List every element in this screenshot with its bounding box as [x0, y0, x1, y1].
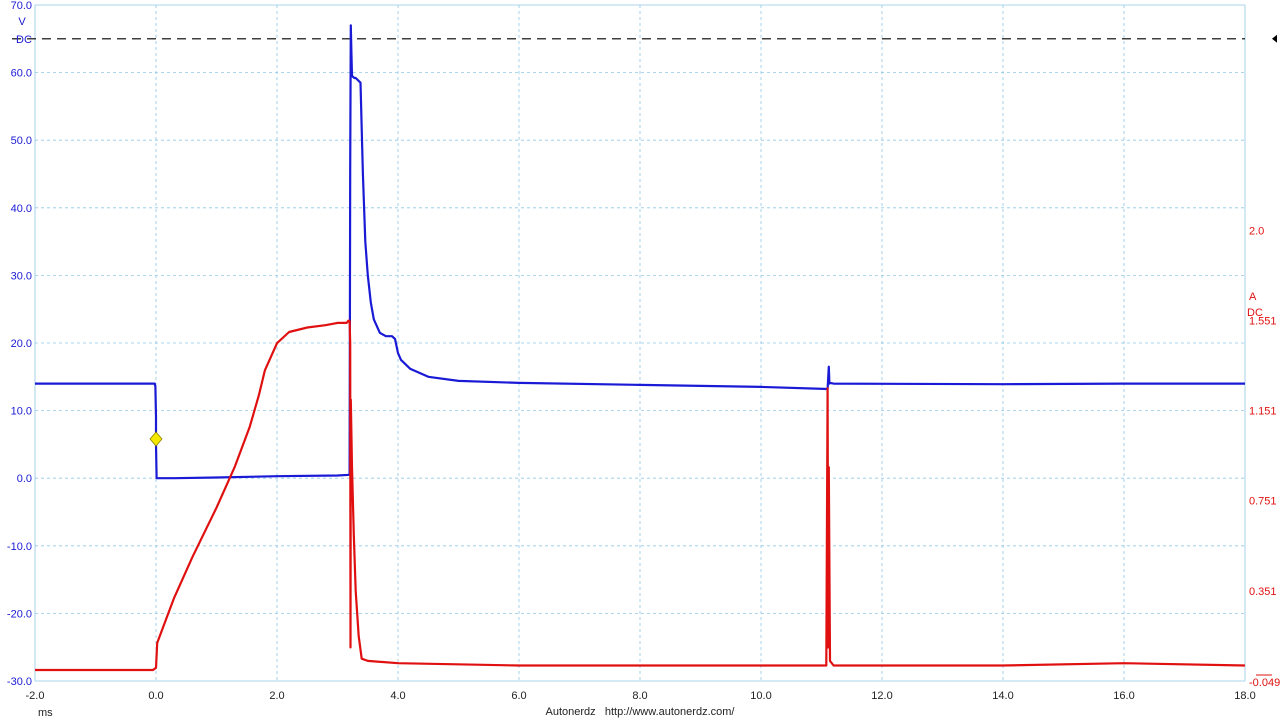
- right-axis-coupling: DC: [1247, 307, 1263, 319]
- right-tick-label: -0.049: [1249, 677, 1280, 689]
- current-trace: [35, 319, 1246, 672]
- x-axis-time: -2.0 0.0 2.0 4.0 6.0 8.0 10.0 12.0 14.0 16.0 18.0: [26, 690, 1256, 702]
- left-tick-label: -20.0: [7, 608, 32, 620]
- right-tick-label: 0.751: [1249, 496, 1277, 508]
- traces: [35, 24, 1246, 672]
- trigger-level-arrow-icon: [1272, 34, 1277, 43]
- left-tick-label: 0.0: [17, 473, 32, 485]
- right-axis-unit: A: [1249, 291, 1257, 303]
- x-axis-unit: ms: [38, 707, 53, 719]
- x-tick-label: 18.0: [1234, 690, 1255, 702]
- left-tick-label: 40.0: [11, 203, 32, 215]
- x-tick-label: 10.0: [750, 690, 771, 702]
- right-tick-label: 0.351: [1249, 586, 1277, 598]
- left-tick-label: 60.0: [11, 68, 32, 80]
- x-tick-label: 2.0: [269, 690, 284, 702]
- left-tick-label: 50.0: [11, 135, 32, 147]
- left-tick-label: 20.0: [11, 338, 32, 350]
- x-tick-label: -2.0: [26, 690, 45, 702]
- x-tick-label: 8.0: [632, 690, 647, 702]
- x-tick-label: 14.0: [992, 690, 1013, 702]
- left-tick-label: -30.0: [7, 676, 32, 688]
- right-tick-label: 2.0: [1249, 225, 1264, 237]
- x-tick-label: 12.0: [871, 690, 892, 702]
- left-tick-label: 70.0: [11, 0, 32, 12]
- left-axis-unit: V: [18, 16, 26, 28]
- x-tick-label: 16.0: [1113, 690, 1134, 702]
- left-tick-label: 30.0: [11, 270, 32, 282]
- right-tick-label: 1.551: [1249, 315, 1277, 327]
- right-tick-label: 1.151: [1249, 406, 1277, 418]
- left-tick-label: 10.0: [11, 406, 32, 418]
- left-axis-volts: V DC 70.0 60.0 50.0 40.0 30.0 20.0 10.0 0.0 -10.…: [7, 0, 32, 688]
- watermark-text: Autonerdz http://www.autonerdz.com/: [546, 706, 736, 718]
- x-tick-label: 4.0: [390, 690, 405, 702]
- trigger-marker-icon: [149, 431, 163, 447]
- right-axis-amps: A DC 2.0 1.551 1.151 0.751 0.351 -0.049: [1247, 225, 1280, 689]
- grid-lines: [34, 4, 1246, 682]
- x-tick-label: 0.0: [148, 690, 163, 702]
- left-axis-coupling: DC: [16, 34, 32, 46]
- left-tick-label: -10.0: [7, 541, 32, 553]
- x-tick-label: 6.0: [511, 690, 526, 702]
